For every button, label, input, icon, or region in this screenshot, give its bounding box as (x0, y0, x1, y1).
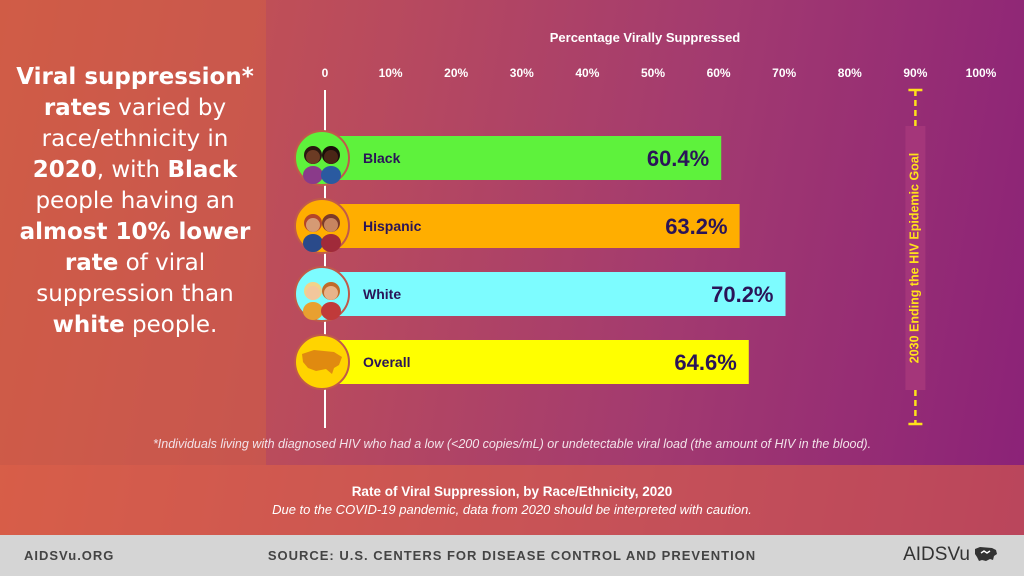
bar-overall (325, 340, 749, 384)
x-tick-label: 80% (838, 66, 862, 80)
aidsvu-logo[interactable]: AIDSVu (903, 544, 998, 566)
white-people-icon (303, 282, 341, 320)
bar-white (325, 272, 786, 316)
person-shirt (303, 302, 323, 320)
person-face (306, 218, 320, 232)
hispanic-people-icon (303, 214, 341, 252)
footer: AIDSVu.ORG SOURCE: U.S. CENTERS FOR DISE… (0, 535, 1024, 576)
footer-source: SOURCE: U.S. CENTERS FOR DISEASE CONTROL… (267, 548, 757, 563)
person-shirt (321, 166, 341, 184)
bar-value-label: 64.6% (674, 350, 736, 375)
bar-hispanic (325, 204, 740, 248)
logo-text: AIDSVu (903, 544, 970, 565)
x-tick-label: 70% (772, 66, 796, 80)
bar-value-label: 63.2% (665, 214, 727, 239)
headline-part: people. (124, 312, 218, 338)
x-tick-label: 40% (575, 66, 599, 80)
headline: Viral suppression* rates varied by race/… (14, 62, 256, 341)
us-map-icon (302, 350, 342, 374)
x-tick-label: 90% (903, 66, 927, 80)
person-face (324, 218, 338, 232)
headline-part: people having an (35, 188, 235, 214)
person-shirt (303, 234, 323, 252)
bar-black (325, 136, 722, 180)
headline-part: almost 10% lower rate (19, 219, 251, 276)
chart-caption-title: Rate of Viral Suppression, by Race/Ethni… (351, 484, 673, 499)
headline-part: 2020 (32, 157, 97, 183)
headline-part: , with (96, 157, 168, 183)
bar-category-label: Black (363, 150, 401, 166)
x-tick-label: 50% (641, 66, 665, 80)
footer-site-link[interactable]: AIDSVu.ORG (24, 548, 115, 563)
headline-part: of viral suppression than (36, 250, 234, 307)
person-shirt (303, 166, 323, 184)
headline-part: varied by race/ethnicity in (41, 95, 229, 152)
x-tick-label: 20% (444, 66, 468, 80)
headline-part: Black (167, 157, 238, 183)
headline-part: white (52, 312, 125, 338)
person-face (306, 150, 320, 164)
headline-part: rates (43, 95, 111, 121)
headline-part: Viral suppression* (16, 64, 254, 90)
person-face (324, 150, 338, 164)
left-panel (0, 0, 266, 465)
us-map-shape (302, 350, 342, 374)
bar-value-label: 70.2% (711, 282, 773, 307)
person-face (306, 286, 320, 300)
bar-category-label: Overall (363, 354, 410, 370)
bar-category-label: Hispanic (363, 218, 422, 234)
us-map-logo-icon (975, 547, 997, 561)
x-tick-label: 10% (379, 66, 403, 80)
x-tick-label: 100% (966, 66, 997, 80)
bar-chart: Percentage Virally Suppressed 0 10% 20% 30% 4… (294, 30, 997, 426)
x-tick-label: 30% (510, 66, 534, 80)
footnote: *Individuals living with diagnosed HIV w… (152, 437, 872, 451)
black-people-icon (303, 146, 341, 184)
goal-label-background (905, 126, 926, 390)
x-tick-label: 60% (707, 66, 731, 80)
goal-label: 2030 Ending the HIV Epidemic Goal (908, 153, 922, 363)
bar-value-label: 60.4% (647, 146, 709, 171)
person-shirt (321, 302, 341, 320)
bar-category-label: White (363, 286, 401, 302)
chart-caption-subtitle: Due to the COVID-19 pandemic, data from … (272, 502, 752, 517)
x-tick-label: 0 (322, 66, 329, 80)
person-face (324, 286, 338, 300)
caption-band (0, 465, 1024, 535)
person-shirt (321, 234, 341, 252)
chart-title: Percentage Virally Suppressed (550, 30, 741, 45)
